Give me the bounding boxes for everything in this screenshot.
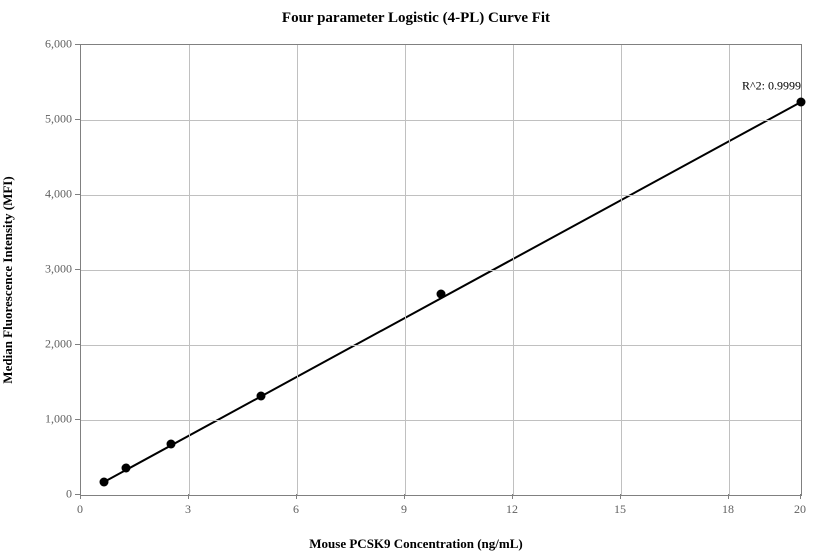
r-squared-annotation: R^2: 0.9999 (742, 79, 801, 94)
y-tick-mark (75, 194, 80, 195)
data-point (257, 392, 266, 401)
grid-line-horizontal (81, 120, 801, 121)
y-tick-label: 0 (34, 487, 72, 502)
grid-line-horizontal (81, 420, 801, 421)
y-tick-mark (75, 44, 80, 45)
data-point (99, 478, 108, 487)
x-tick-label: 18 (722, 502, 734, 517)
y-tick-label: 3,000 (34, 262, 72, 277)
y-tick-label: 2,000 (34, 337, 72, 352)
y-tick-label: 1,000 (34, 412, 72, 427)
data-point (437, 290, 446, 299)
x-tick-label: 6 (293, 502, 299, 517)
y-tick-mark (75, 119, 80, 120)
data-point (167, 440, 176, 449)
x-tick-label: 0 (77, 502, 83, 517)
grid-line-horizontal (81, 270, 801, 271)
x-tick-mark (620, 494, 621, 499)
grid-line-horizontal (81, 345, 801, 346)
x-axis-label: Mouse PCSK9 Concentration (ng/mL) (0, 536, 832, 552)
x-tick-label: 12 (506, 502, 518, 517)
x-tick-mark (800, 494, 801, 499)
y-tick-label: 5,000 (34, 112, 72, 127)
chart-container: Four parameter Logistic (4-PL) Curve Fit… (0, 0, 832, 560)
x-tick-label: 15 (614, 502, 626, 517)
chart-title: Four parameter Logistic (4-PL) Curve Fit (0, 10, 832, 27)
y-tick-label: 4,000 (34, 187, 72, 202)
fit-line (104, 102, 802, 482)
x-tick-mark (80, 494, 81, 499)
x-tick-mark (512, 494, 513, 499)
y-tick-mark (75, 494, 80, 495)
y-tick-mark (75, 344, 80, 345)
plot-area: R^2: 0.9999 (80, 44, 802, 496)
x-tick-mark (404, 494, 405, 499)
data-point (122, 464, 131, 473)
y-tick-label: 6,000 (34, 37, 72, 52)
grid-line-horizontal (81, 195, 801, 196)
y-axis-label: Median Fluorescence Intensity (MFI) (0, 176, 16, 383)
x-tick-label: 3 (185, 502, 191, 517)
data-point (797, 98, 806, 107)
y-tick-mark (75, 269, 80, 270)
x-tick-mark (188, 494, 189, 499)
x-tick-label: 9 (401, 502, 407, 517)
x-tick-mark (296, 494, 297, 499)
x-tick-mark (728, 494, 729, 499)
y-tick-mark (75, 419, 80, 420)
x-tick-label: 20 (794, 502, 806, 517)
